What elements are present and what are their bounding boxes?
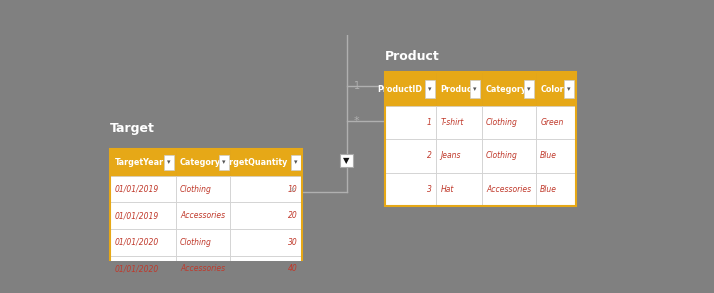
Text: ▾: ▾ — [567, 86, 570, 92]
Text: ProductID: ProductID — [377, 85, 422, 93]
Bar — [176, 255, 231, 282]
Bar — [481, 139, 536, 173]
Text: Hat: Hat — [441, 185, 454, 194]
Text: Clothing: Clothing — [180, 185, 212, 193]
Bar — [291, 155, 301, 170]
Bar — [536, 106, 575, 139]
Text: 01/01/2020: 01/01/2020 — [115, 264, 159, 273]
Text: 30: 30 — [288, 238, 298, 247]
Text: Green: Green — [540, 118, 563, 127]
Bar — [341, 154, 353, 167]
Bar — [110, 255, 176, 282]
Bar — [110, 202, 176, 229]
Bar — [436, 173, 481, 206]
Text: 01/01/2019: 01/01/2019 — [115, 185, 159, 193]
Text: ▾: ▾ — [222, 159, 226, 166]
Text: ▾: ▾ — [473, 86, 477, 92]
Bar — [176, 202, 231, 229]
Bar — [176, 229, 231, 255]
Bar — [425, 80, 435, 98]
Bar — [110, 229, 176, 255]
Bar — [231, 176, 302, 202]
Bar — [176, 176, 231, 202]
Text: *: * — [289, 187, 295, 197]
Text: Color: Color — [540, 85, 564, 93]
Text: Accessories: Accessories — [486, 185, 531, 194]
Text: Jeans: Jeans — [441, 151, 461, 160]
Bar — [231, 229, 302, 255]
Bar — [436, 72, 481, 106]
Text: ▼: ▼ — [343, 156, 350, 165]
Text: Clothing: Clothing — [180, 238, 212, 247]
Text: 40: 40 — [288, 264, 298, 273]
Bar — [386, 173, 436, 206]
Bar — [481, 72, 536, 106]
Bar — [164, 155, 174, 170]
Text: 01/01/2019: 01/01/2019 — [115, 211, 159, 220]
Text: Target: Target — [110, 122, 155, 135]
Text: 20: 20 — [288, 211, 298, 220]
Text: Category: Category — [486, 85, 527, 93]
Text: Blue: Blue — [540, 185, 557, 194]
Text: Product: Product — [441, 85, 476, 93]
Text: ▾: ▾ — [294, 159, 298, 166]
Bar — [481, 106, 536, 139]
Text: ▾: ▾ — [428, 86, 431, 92]
Bar — [386, 72, 575, 206]
Bar — [110, 176, 176, 202]
Bar — [386, 139, 436, 173]
Bar — [536, 72, 575, 106]
Text: TargetYear: TargetYear — [115, 158, 164, 167]
Text: Accessories: Accessories — [180, 211, 225, 220]
Bar — [218, 155, 228, 170]
Text: 2: 2 — [427, 151, 432, 160]
Text: Product: Product — [386, 50, 440, 63]
Text: Accessories: Accessories — [180, 264, 225, 273]
Text: Category: Category — [180, 158, 221, 167]
Bar — [231, 202, 302, 229]
Bar — [436, 139, 481, 173]
Bar — [110, 149, 302, 282]
Text: Clothing: Clothing — [486, 151, 518, 160]
Text: Blue: Blue — [540, 151, 557, 160]
Text: TargetQuantity: TargetQuantity — [219, 158, 288, 167]
Text: *: * — [353, 116, 359, 126]
Text: 1: 1 — [353, 81, 360, 91]
Bar — [110, 149, 176, 176]
Bar — [231, 149, 302, 176]
Text: 3: 3 — [427, 185, 432, 194]
Text: 01/01/2020: 01/01/2020 — [115, 238, 159, 247]
Bar — [481, 173, 536, 206]
Bar — [536, 173, 575, 206]
Bar — [231, 255, 302, 282]
Bar — [386, 72, 436, 106]
Text: Clothing: Clothing — [486, 118, 518, 127]
Bar — [386, 106, 436, 139]
Bar — [176, 149, 231, 176]
Bar — [470, 80, 480, 98]
Bar — [436, 106, 481, 139]
Text: 10: 10 — [288, 185, 298, 193]
Text: ▾: ▾ — [167, 159, 171, 166]
Text: T-shirt: T-shirt — [441, 118, 464, 127]
Bar — [524, 80, 534, 98]
Bar — [564, 80, 574, 98]
Text: 1: 1 — [427, 118, 432, 127]
Text: ▾: ▾ — [528, 86, 531, 92]
Bar — [536, 139, 575, 173]
